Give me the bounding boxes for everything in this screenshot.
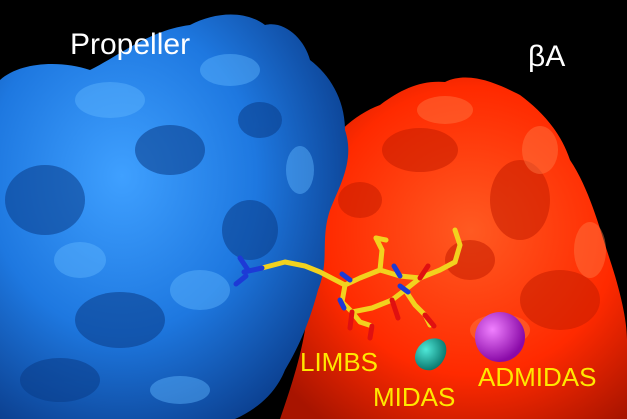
- admidas-ion: [475, 312, 525, 362]
- limbs-label: LIMBS: [300, 347, 379, 377]
- midas-label: MIDAS: [373, 382, 456, 412]
- midas-ion: [414, 338, 447, 371]
- propeller-surface-shading: [5, 102, 282, 402]
- propeller-label: Propeller: [70, 28, 191, 61]
- ligand-stick-model: [233, 227, 463, 341]
- beta-a-label: βA: [528, 40, 566, 73]
- admidas-label: ADMIDAS: [478, 362, 597, 392]
